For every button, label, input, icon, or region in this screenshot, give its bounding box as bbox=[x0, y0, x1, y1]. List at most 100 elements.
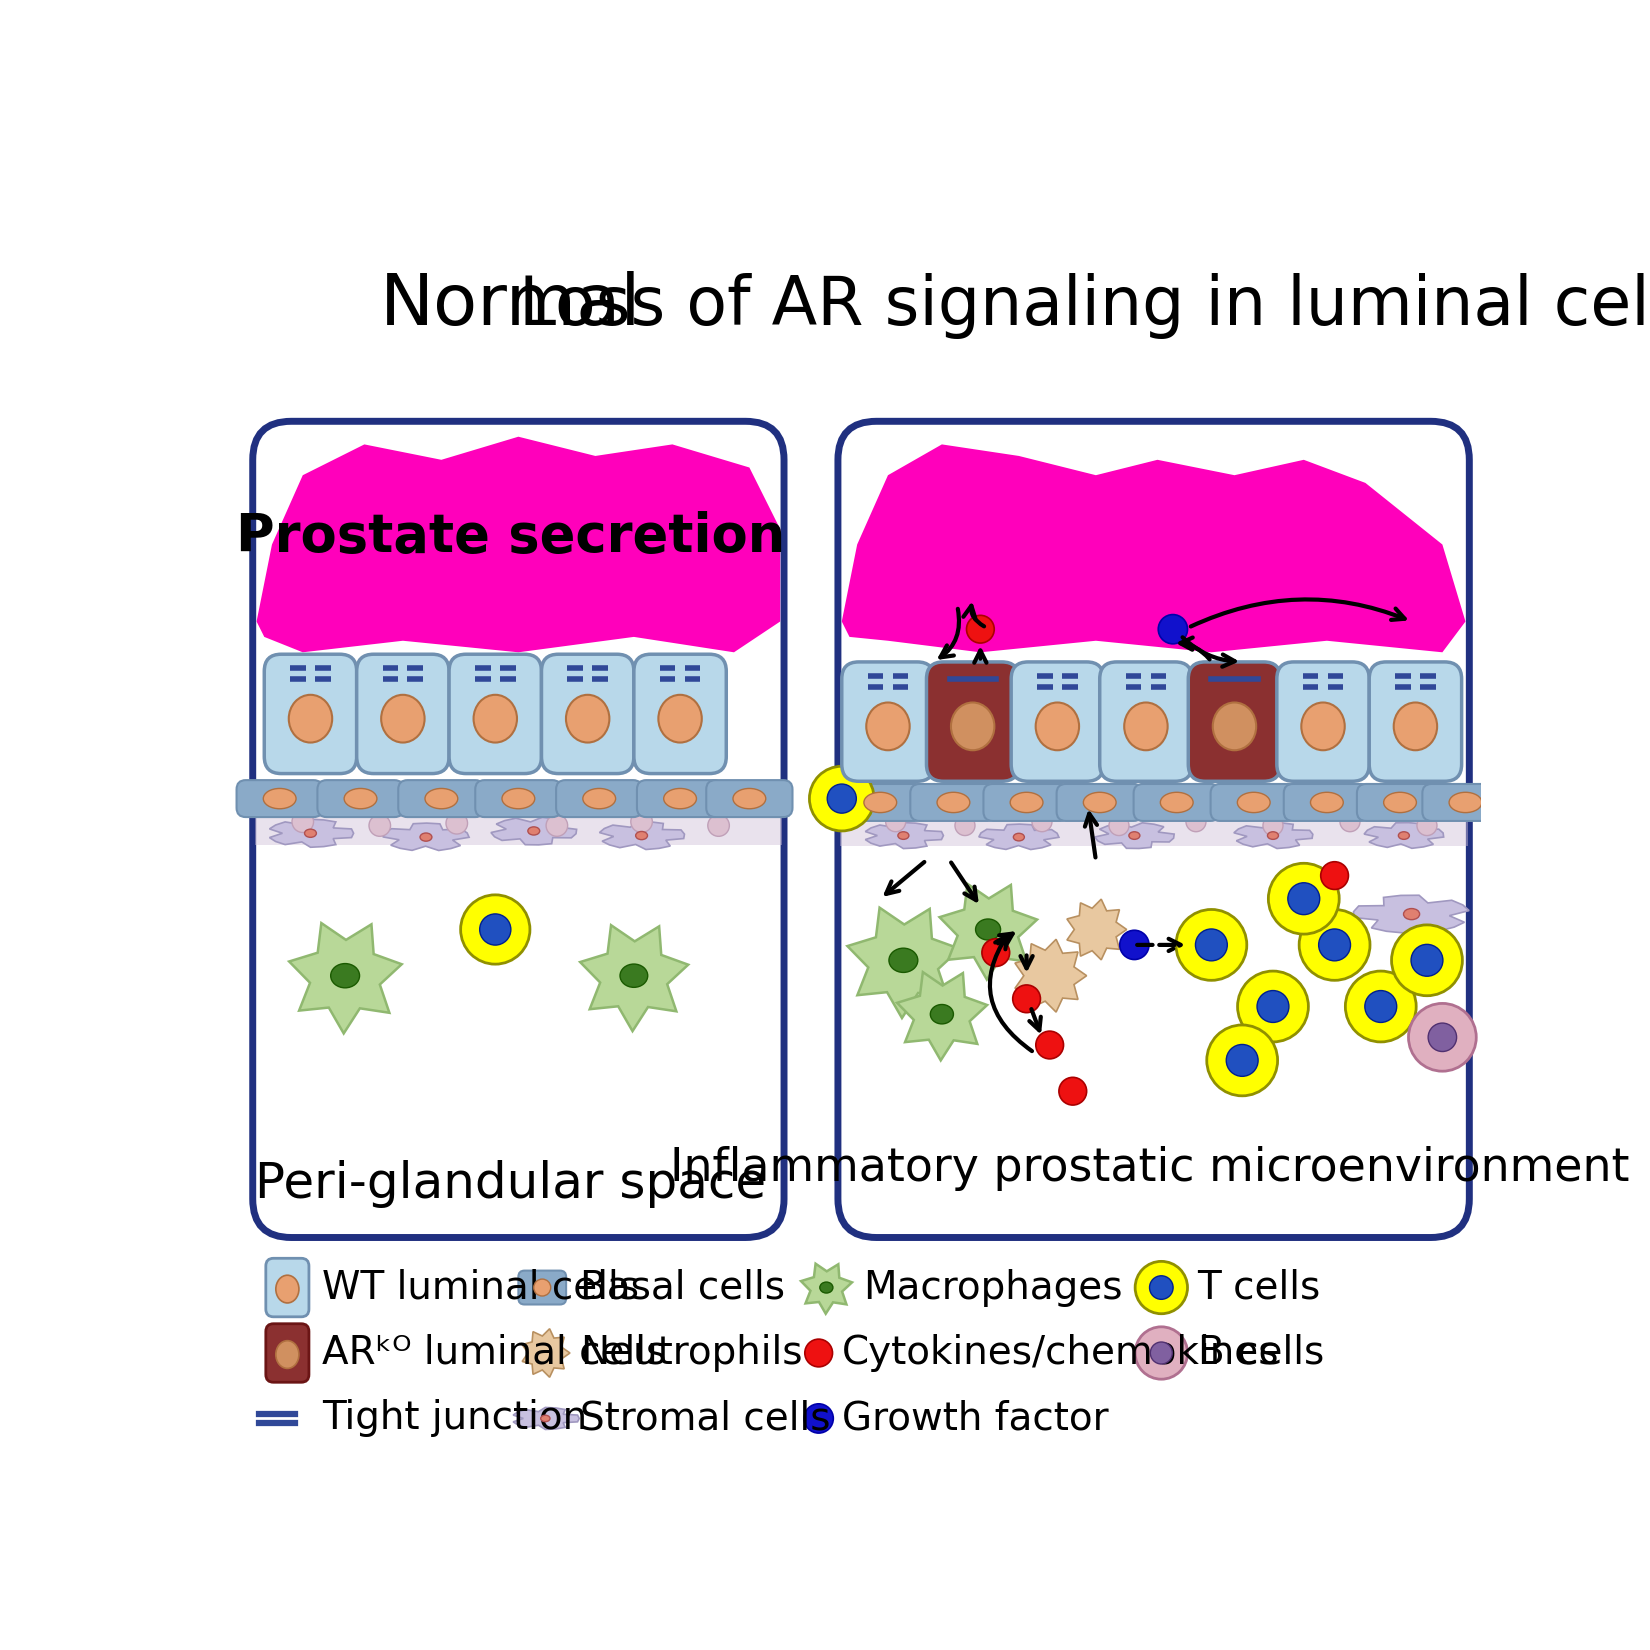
Polygon shape bbox=[840, 805, 1468, 846]
Circle shape bbox=[1365, 990, 1396, 1023]
FancyBboxPatch shape bbox=[1134, 784, 1219, 822]
Ellipse shape bbox=[1404, 909, 1419, 919]
Circle shape bbox=[1109, 815, 1129, 835]
FancyBboxPatch shape bbox=[927, 662, 1020, 782]
Circle shape bbox=[1411, 944, 1442, 977]
FancyBboxPatch shape bbox=[556, 780, 642, 817]
FancyBboxPatch shape bbox=[1188, 662, 1280, 782]
FancyBboxPatch shape bbox=[837, 784, 924, 822]
Ellipse shape bbox=[931, 1005, 954, 1025]
Circle shape bbox=[1150, 1341, 1172, 1365]
Ellipse shape bbox=[1129, 832, 1140, 840]
Circle shape bbox=[1417, 815, 1437, 835]
Ellipse shape bbox=[330, 964, 360, 988]
FancyBboxPatch shape bbox=[706, 780, 792, 817]
Circle shape bbox=[546, 815, 568, 837]
Text: Prostate secretion: Prostate secretion bbox=[236, 512, 785, 563]
Text: T cells: T cells bbox=[1198, 1269, 1320, 1307]
Ellipse shape bbox=[541, 1416, 549, 1422]
FancyBboxPatch shape bbox=[1284, 784, 1370, 822]
Text: ARᵏᴼ luminal cells: ARᵏᴼ luminal cells bbox=[322, 1333, 667, 1373]
Circle shape bbox=[1318, 929, 1350, 960]
Ellipse shape bbox=[1213, 703, 1256, 751]
Circle shape bbox=[460, 894, 530, 964]
Polygon shape bbox=[898, 972, 987, 1061]
FancyBboxPatch shape bbox=[1422, 784, 1508, 822]
Circle shape bbox=[708, 815, 729, 837]
FancyBboxPatch shape bbox=[1277, 662, 1370, 782]
Ellipse shape bbox=[733, 789, 766, 808]
Ellipse shape bbox=[889, 949, 917, 972]
Text: Loss of AR signaling in luminal cells: Loss of AR signaling in luminal cells bbox=[520, 272, 1650, 338]
FancyBboxPatch shape bbox=[541, 653, 634, 774]
Circle shape bbox=[630, 810, 652, 833]
Circle shape bbox=[1345, 972, 1416, 1041]
Circle shape bbox=[1269, 863, 1340, 934]
Polygon shape bbox=[939, 884, 1038, 980]
FancyBboxPatch shape bbox=[1011, 662, 1104, 782]
Circle shape bbox=[1289, 883, 1320, 914]
Text: Inflammatory prostatic microenvironment: Inflammatory prostatic microenvironment bbox=[670, 1145, 1630, 1191]
Polygon shape bbox=[521, 1328, 569, 1378]
Circle shape bbox=[804, 1404, 833, 1434]
Ellipse shape bbox=[620, 964, 648, 987]
Polygon shape bbox=[383, 823, 469, 850]
Polygon shape bbox=[842, 444, 1465, 652]
Circle shape bbox=[1036, 1031, 1064, 1059]
Text: Macrophages: Macrophages bbox=[863, 1269, 1124, 1307]
Circle shape bbox=[1320, 861, 1348, 889]
Circle shape bbox=[1206, 1025, 1277, 1096]
Ellipse shape bbox=[1267, 832, 1279, 840]
FancyBboxPatch shape bbox=[637, 780, 723, 817]
Polygon shape bbox=[1094, 823, 1175, 848]
Ellipse shape bbox=[582, 789, 615, 808]
Circle shape bbox=[1013, 985, 1041, 1013]
Text: Peri-glandular space: Peri-glandular space bbox=[256, 1160, 766, 1208]
Circle shape bbox=[1340, 812, 1360, 832]
Circle shape bbox=[1226, 1044, 1257, 1076]
Ellipse shape bbox=[1160, 792, 1193, 812]
Text: Cytokines/chemokines: Cytokines/chemokines bbox=[842, 1333, 1279, 1373]
Circle shape bbox=[1120, 931, 1148, 960]
Ellipse shape bbox=[865, 792, 896, 812]
Text: Tight junction: Tight junction bbox=[322, 1399, 587, 1437]
Polygon shape bbox=[289, 922, 401, 1033]
Circle shape bbox=[1031, 812, 1053, 832]
FancyBboxPatch shape bbox=[475, 780, 561, 817]
Ellipse shape bbox=[663, 789, 696, 808]
Polygon shape bbox=[978, 823, 1059, 850]
Circle shape bbox=[292, 810, 314, 833]
Ellipse shape bbox=[898, 832, 909, 840]
Circle shape bbox=[1135, 1261, 1188, 1313]
Text: Stromal cells: Stromal cells bbox=[581, 1399, 830, 1437]
Ellipse shape bbox=[276, 1341, 299, 1368]
FancyBboxPatch shape bbox=[264, 653, 356, 774]
FancyBboxPatch shape bbox=[252, 421, 784, 1238]
Ellipse shape bbox=[1398, 832, 1409, 840]
FancyBboxPatch shape bbox=[236, 780, 323, 817]
Ellipse shape bbox=[264, 789, 295, 808]
Polygon shape bbox=[269, 820, 353, 846]
Circle shape bbox=[805, 1340, 833, 1366]
Polygon shape bbox=[1365, 823, 1444, 848]
Polygon shape bbox=[492, 817, 576, 845]
Ellipse shape bbox=[528, 827, 540, 835]
Ellipse shape bbox=[1384, 792, 1416, 812]
Circle shape bbox=[1059, 1077, 1087, 1106]
Circle shape bbox=[810, 766, 874, 832]
Ellipse shape bbox=[658, 695, 701, 742]
Ellipse shape bbox=[421, 833, 432, 842]
Ellipse shape bbox=[635, 832, 647, 840]
FancyBboxPatch shape bbox=[398, 780, 485, 817]
Circle shape bbox=[1391, 926, 1462, 995]
Circle shape bbox=[1409, 1003, 1477, 1071]
Text: Normal: Normal bbox=[380, 271, 642, 340]
FancyBboxPatch shape bbox=[449, 653, 541, 774]
Text: WT luminal cells: WT luminal cells bbox=[322, 1269, 639, 1307]
Ellipse shape bbox=[1084, 792, 1115, 812]
FancyBboxPatch shape bbox=[838, 421, 1470, 1238]
Ellipse shape bbox=[474, 695, 516, 742]
Circle shape bbox=[955, 815, 975, 835]
Ellipse shape bbox=[1310, 792, 1343, 812]
Circle shape bbox=[1262, 815, 1284, 835]
